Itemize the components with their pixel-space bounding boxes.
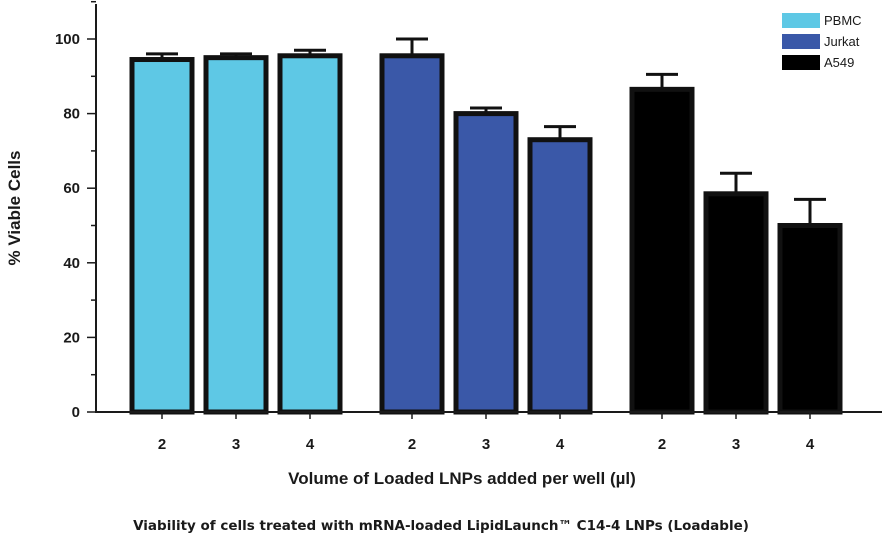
bar-a549-4 [777, 223, 843, 415]
bar-pbmc-3 [203, 55, 269, 415]
x-tick-label: 4 [556, 436, 565, 453]
x-tick-label: 2 [658, 436, 666, 453]
y-tick-label: 40 [63, 255, 80, 272]
bar-pbmc-4 [277, 53, 343, 415]
legend-swatch-pbmc [782, 13, 820, 28]
x-axis-title: Volume of Loaded LNPs added per well (µl… [288, 469, 636, 488]
figure-caption: Viability of cells treated with mRNA-loa… [133, 518, 749, 534]
legend-swatch-a549 [782, 55, 820, 70]
bar-a549-3 [703, 191, 769, 415]
bar-chart: 0 20 40 60 80 100 2 3 4 2 3 4 2 3 4 % Viable Cells Vo… [5, 0, 882, 488]
y-ticks: 0 20 40 60 80 100 [55, 0, 96, 421]
y-tick-label: 0 [72, 404, 80, 421]
y-tick-label: 100 [55, 31, 80, 48]
error-bars-layer [146, 37, 826, 226]
bar-jurkat-2 [379, 53, 445, 415]
y-tick-label: 80 [63, 106, 80, 123]
legend-label-pbmc: PBMC [824, 13, 862, 28]
x-tick-label: 4 [806, 436, 815, 453]
y-axis-title: % Viable Cells [5, 151, 24, 266]
legend-label-a549: A549 [824, 55, 854, 70]
x-tick-label: 4 [306, 436, 315, 453]
x-ticks: 2 3 4 2 3 4 2 3 4 [158, 412, 815, 453]
bar-pbmc-2 [129, 57, 195, 415]
bar-a549-2 [629, 86, 695, 415]
y-tick-label: 20 [63, 329, 80, 346]
x-tick-label: 3 [232, 436, 240, 453]
x-tick-label: 2 [158, 436, 166, 453]
legend-label-jurkat: Jurkat [824, 34, 860, 49]
legend: PBMC Jurkat A549 [782, 13, 862, 70]
y-tick-label: 60 [63, 180, 80, 197]
bar-jurkat-3 [453, 111, 519, 415]
bar-jurkat-4 [527, 137, 593, 415]
x-tick-label: 3 [482, 436, 490, 453]
legend-swatch-jurkat [782, 34, 820, 49]
x-tick-label: 2 [408, 436, 416, 453]
x-tick-label: 3 [732, 436, 740, 453]
